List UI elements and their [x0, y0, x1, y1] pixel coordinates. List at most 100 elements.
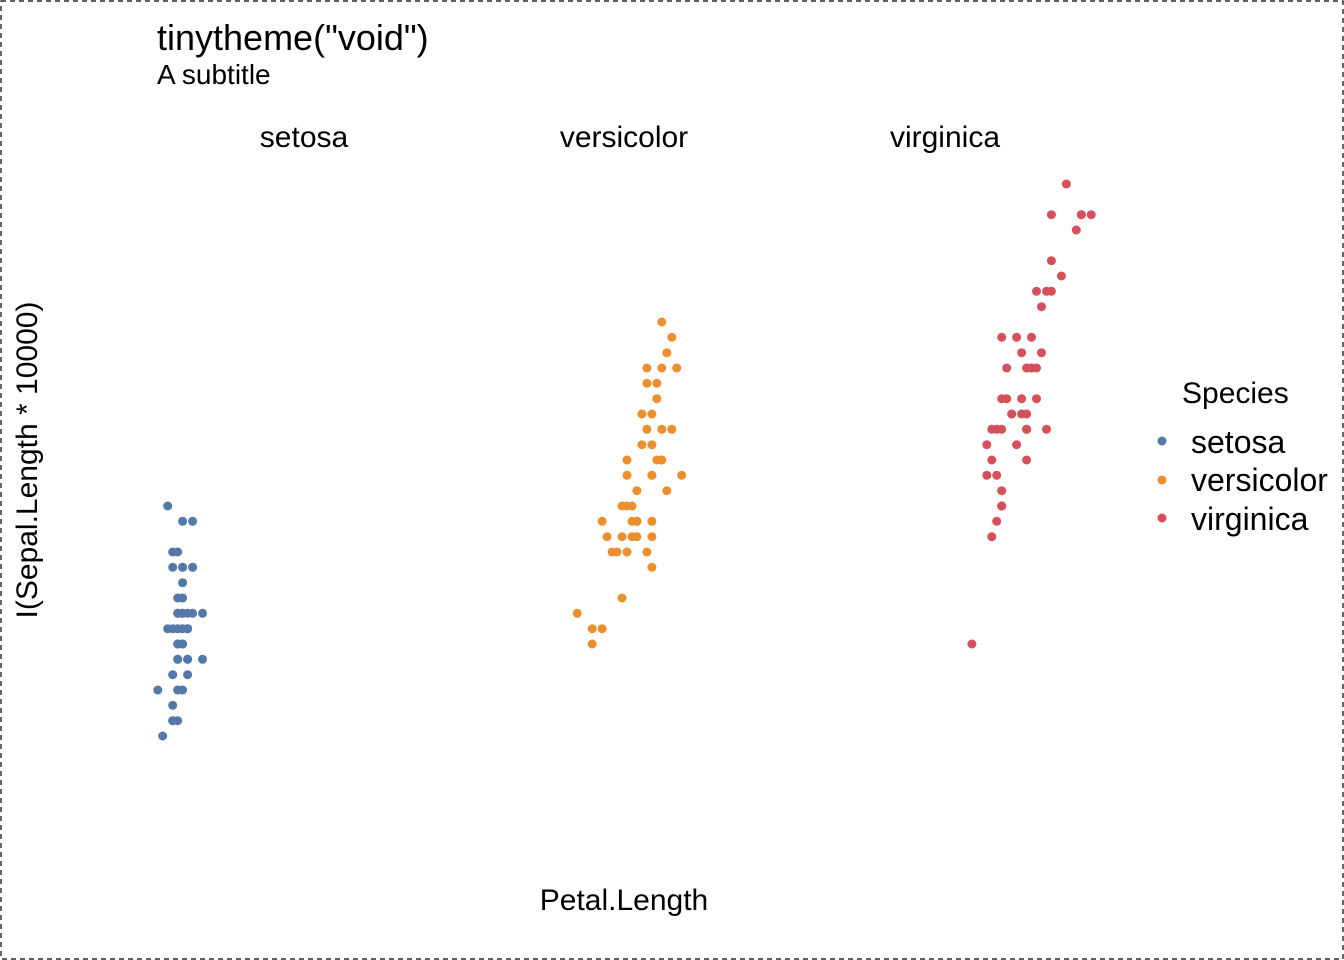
point-virginica-13: [992, 516, 1002, 526]
point-virginica-37: [1017, 409, 1027, 419]
point-setosa-30: [183, 654, 193, 664]
point-setosa-47: [173, 685, 183, 695]
point-versicolor-20: [662, 486, 672, 496]
chart-title: tinytheme("void"): [157, 17, 429, 58]
legend-marker-virginica: [1157, 513, 1167, 523]
point-versicolor-27: [672, 363, 682, 373]
point-versicolor-2: [667, 332, 677, 342]
point-virginica-5: [1071, 225, 1081, 235]
point-versicolor-35: [647, 470, 657, 480]
point-versicolor-10: [597, 624, 607, 634]
point-versicolor-7: [587, 639, 597, 649]
point-versicolor-43: [587, 624, 597, 634]
point-virginica-22: [1076, 210, 1086, 220]
point-versicolor-29: [597, 516, 607, 526]
chart-subtitle: A subtitle: [157, 59, 271, 90]
point-virginica-48: [1012, 440, 1022, 450]
point-versicolor-49: [627, 516, 637, 526]
point-versicolor-15: [642, 363, 652, 373]
point-virginica-19: [992, 470, 1002, 480]
point-versicolor-22: [667, 424, 677, 434]
point-virginica-49: [997, 486, 1007, 496]
point-versicolor-21: [622, 455, 632, 465]
point-virginica-29: [1032, 286, 1041, 296]
point-setosa-48: [178, 578, 188, 588]
point-setosa-49: [173, 624, 183, 634]
point-setosa-15: [178, 516, 188, 526]
legend-marker-setosa: [1157, 436, 1167, 446]
point-setosa-24: [198, 654, 207, 664]
point-virginica-36: [1022, 424, 1032, 434]
point-versicolor-48: [572, 608, 582, 618]
point-virginica-31: [1061, 179, 1071, 189]
point-setosa-31: [178, 562, 188, 572]
point-versicolor-47: [637, 440, 647, 450]
point-virginica-21: [987, 532, 997, 542]
point-setosa-45: [173, 654, 183, 664]
point-versicolor-18: [647, 440, 657, 450]
facet-label-setosa: setosa: [260, 121, 349, 154]
point-versicolor-36: [657, 363, 667, 373]
point-versicolor-31: [607, 547, 617, 557]
point-setosa-14: [163, 501, 173, 511]
points-layer: [153, 179, 1096, 741]
point-virginica-12: [1017, 348, 1027, 358]
point-virginica-7: [1056, 271, 1066, 281]
point-versicolor-42: [622, 501, 632, 511]
point-virginica-46: [992, 424, 1002, 434]
point-virginica-30: [1046, 256, 1056, 266]
x-axis-label: Petal.Length: [540, 884, 708, 917]
point-virginica-27: [987, 455, 997, 465]
point-versicolor-44: [632, 532, 642, 542]
point-virginica-4: [1032, 394, 1041, 404]
point-versicolor-12: [622, 470, 632, 480]
point-versicolor-5: [647, 516, 657, 526]
point-setosa-43: [183, 624, 193, 634]
point-versicolor-40: [642, 547, 652, 557]
point-versicolor-6: [657, 424, 667, 434]
point-virginica-0: [1042, 424, 1051, 434]
point-setosa-20: [188, 562, 198, 572]
point-virginica-6: [967, 639, 977, 649]
point-versicolor-24: [637, 409, 647, 419]
point-virginica-2: [1037, 302, 1046, 312]
point-setosa-41: [168, 700, 178, 710]
point-setosa-32: [178, 593, 188, 603]
legend-label-virginica: virginica: [1191, 501, 1309, 537]
point-virginica-42: [997, 501, 1007, 511]
point-setosa-18: [188, 516, 198, 526]
point-versicolor-33: [677, 470, 687, 480]
facet-label-virginica: virginica: [890, 121, 1000, 154]
legend-label-versicolor: versicolor: [1191, 462, 1328, 498]
point-virginica-25: [1042, 286, 1051, 296]
point-virginica-45: [1002, 363, 1012, 373]
y-axis-label: I(Sepal.Length * 10000): [11, 302, 44, 619]
point-versicolor-19: [617, 532, 627, 542]
point-virginica-38: [982, 470, 992, 480]
point-versicolor-9: [617, 593, 627, 603]
point-setosa-44: [198, 608, 207, 618]
point-virginica-43: [1037, 348, 1046, 358]
point-versicolor-11: [632, 486, 642, 496]
point-virginica-18: [1086, 210, 1096, 220]
point-virginica-44: [1027, 363, 1036, 373]
point-versicolor-25: [642, 378, 652, 388]
point-virginica-39: [1012, 332, 1022, 342]
point-versicolor-4: [652, 394, 662, 404]
point-virginica-15: [1007, 409, 1017, 419]
point-virginica-35: [1046, 210, 1056, 220]
point-virginica-34: [1022, 455, 1032, 465]
point-setosa-16: [168, 562, 178, 572]
point-versicolor-14: [602, 532, 612, 542]
point-versicolor-0: [657, 317, 667, 327]
point-versicolor-39: [622, 547, 632, 557]
point-versicolor-34: [647, 562, 657, 572]
legend-title: Species: [1182, 377, 1289, 410]
point-versicolor-16: [647, 532, 657, 542]
point-setosa-46: [183, 608, 193, 618]
point-setosa-36: [168, 547, 178, 557]
legend-label-setosa: setosa: [1191, 424, 1285, 460]
point-virginica-16: [1017, 394, 1027, 404]
point-versicolor-37: [642, 424, 652, 434]
